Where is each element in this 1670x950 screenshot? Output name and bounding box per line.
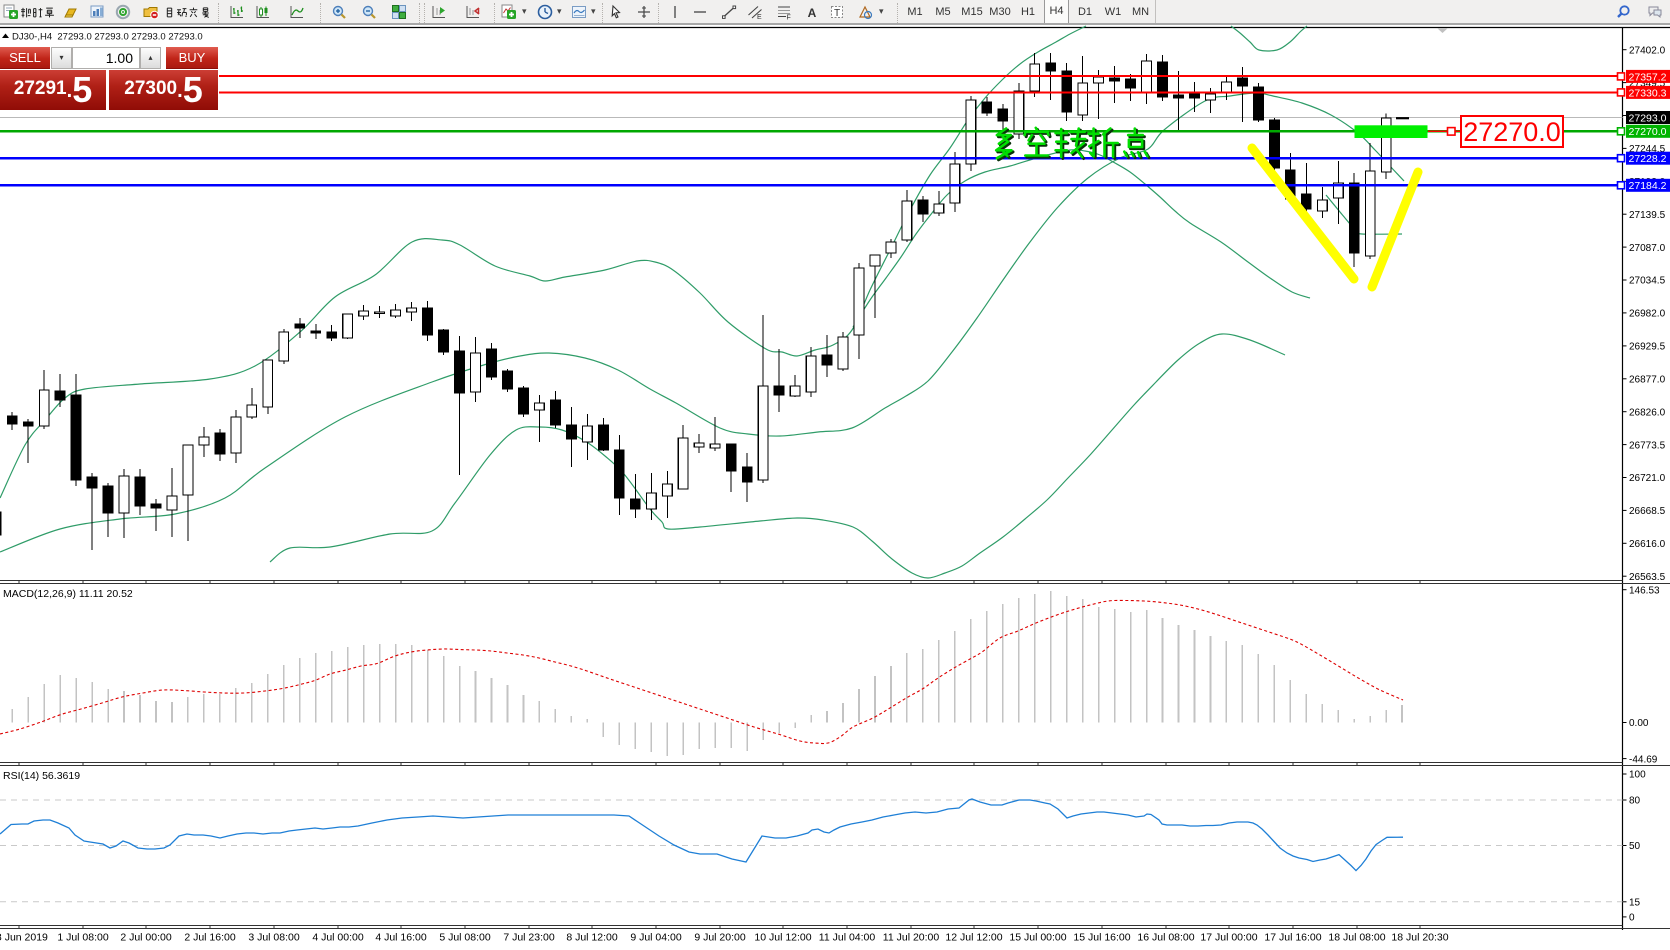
svg-text:2 Jul 00:00: 2 Jul 00:00 bbox=[120, 932, 172, 944]
svg-text:18 Jul 08:00: 18 Jul 08:00 bbox=[1328, 932, 1385, 944]
svg-text:F: F bbox=[787, 15, 791, 21]
svg-text:28 Jun 2019: 28 Jun 2019 bbox=[0, 932, 48, 944]
svg-text:50: 50 bbox=[1629, 841, 1641, 852]
svg-text:80: 80 bbox=[1629, 796, 1641, 807]
svg-text:1 Jul 08:00: 1 Jul 08:00 bbox=[57, 932, 109, 944]
svg-text:27402.0: 27402.0 bbox=[1629, 45, 1666, 56]
svg-text:MACD(12,26,9) 11.11 20.52: MACD(12,26,9) 11.11 20.52 bbox=[3, 588, 133, 600]
svg-text:2 Jul 16:00: 2 Jul 16:00 bbox=[184, 932, 236, 944]
svg-text:26616.0: 26616.0 bbox=[1629, 539, 1666, 550]
svg-text:E: E bbox=[757, 14, 762, 20]
svg-text:27139.5: 27139.5 bbox=[1629, 210, 1666, 221]
svg-text:15 Jul 16:00: 15 Jul 16:00 bbox=[1073, 932, 1130, 944]
svg-text:7 Jul 23:00: 7 Jul 23:00 bbox=[503, 932, 555, 944]
svg-text:27184.2: 27184.2 bbox=[1629, 180, 1667, 192]
svg-text:18 Jul 20:30: 18 Jul 20:30 bbox=[1391, 932, 1448, 944]
svg-text:26877.0: 26877.0 bbox=[1629, 375, 1666, 386]
svg-text:15: 15 bbox=[1629, 898, 1641, 909]
svg-text:9 Jul 04:00: 9 Jul 04:00 bbox=[630, 932, 682, 944]
svg-text:0.00: 0.00 bbox=[1629, 718, 1649, 729]
svg-text:27349.5: 27349.5 bbox=[1629, 78, 1666, 89]
svg-text:27330.3: 27330.3 bbox=[1629, 87, 1667, 99]
svg-text:10 Jul 12:00: 10 Jul 12:00 bbox=[754, 932, 811, 944]
svg-text:27270.0: 27270.0 bbox=[1463, 117, 1561, 147]
svg-text:RSI(14) 56.3619: RSI(14) 56.3619 bbox=[3, 770, 80, 782]
svg-text:146.53: 146.53 bbox=[1629, 585, 1660, 596]
svg-text:8 Jul 12:00: 8 Jul 12:00 bbox=[566, 932, 618, 944]
svg-text:26826.0: 26826.0 bbox=[1629, 407, 1666, 418]
svg-text:DJ30-,H4 27293.0 27293.0 2729: DJ30-,H4 27293.0 27293.0 27293.0 27293.0 bbox=[12, 32, 203, 43]
svg-text:16 Jul 08:00: 16 Jul 08:00 bbox=[1137, 932, 1194, 944]
svg-text:17 Jul 00:00: 17 Jul 00:00 bbox=[1200, 932, 1257, 944]
svg-text:27087.0: 27087.0 bbox=[1629, 243, 1666, 254]
svg-text:3 Jul 08:00: 3 Jul 08:00 bbox=[248, 932, 300, 944]
svg-text:27228.2: 27228.2 bbox=[1629, 153, 1667, 165]
svg-text:27244.5: 27244.5 bbox=[1629, 144, 1666, 155]
svg-text:4 Jul 16:00: 4 Jul 16:00 bbox=[375, 932, 427, 944]
svg-text:5 Jul 08:00: 5 Jul 08:00 bbox=[439, 932, 491, 944]
svg-text:27357.2: 27357.2 bbox=[1629, 71, 1667, 83]
svg-text:26982.0: 26982.0 bbox=[1629, 309, 1666, 320]
svg-text:11 Jul 20:00: 11 Jul 20:00 bbox=[883, 932, 940, 944]
svg-text:27034.5: 27034.5 bbox=[1629, 276, 1666, 287]
svg-text:27293.0: 27293.0 bbox=[1629, 112, 1667, 124]
svg-text:0: 0 bbox=[1629, 913, 1635, 924]
svg-text:T: T bbox=[834, 8, 840, 19]
svg-text:26668.5: 26668.5 bbox=[1629, 506, 1666, 517]
svg-text:27270.0: 27270.0 bbox=[1629, 126, 1667, 138]
svg-text:26773.5: 26773.5 bbox=[1629, 440, 1666, 451]
svg-text:-44.69: -44.69 bbox=[1629, 754, 1658, 765]
svg-text:4 Jul 00:00: 4 Jul 00:00 bbox=[312, 932, 364, 944]
svg-text:9 Jul 20:00: 9 Jul 20:00 bbox=[694, 932, 746, 944]
svg-text:26929.5: 26929.5 bbox=[1629, 342, 1666, 353]
svg-text:26721.0: 26721.0 bbox=[1629, 473, 1666, 484]
svg-text:15 Jul 00:00: 15 Jul 00:00 bbox=[1009, 932, 1066, 944]
svg-text:26563.5: 26563.5 bbox=[1629, 572, 1666, 583]
svg-text:11 Jul 04:00: 11 Jul 04:00 bbox=[819, 932, 876, 944]
svg-text:12 Jul 12:00: 12 Jul 12:00 bbox=[945, 932, 1002, 944]
svg-text:17 Jul 16:00: 17 Jul 16:00 bbox=[1264, 932, 1321, 944]
svg-text:100: 100 bbox=[1629, 770, 1646, 781]
